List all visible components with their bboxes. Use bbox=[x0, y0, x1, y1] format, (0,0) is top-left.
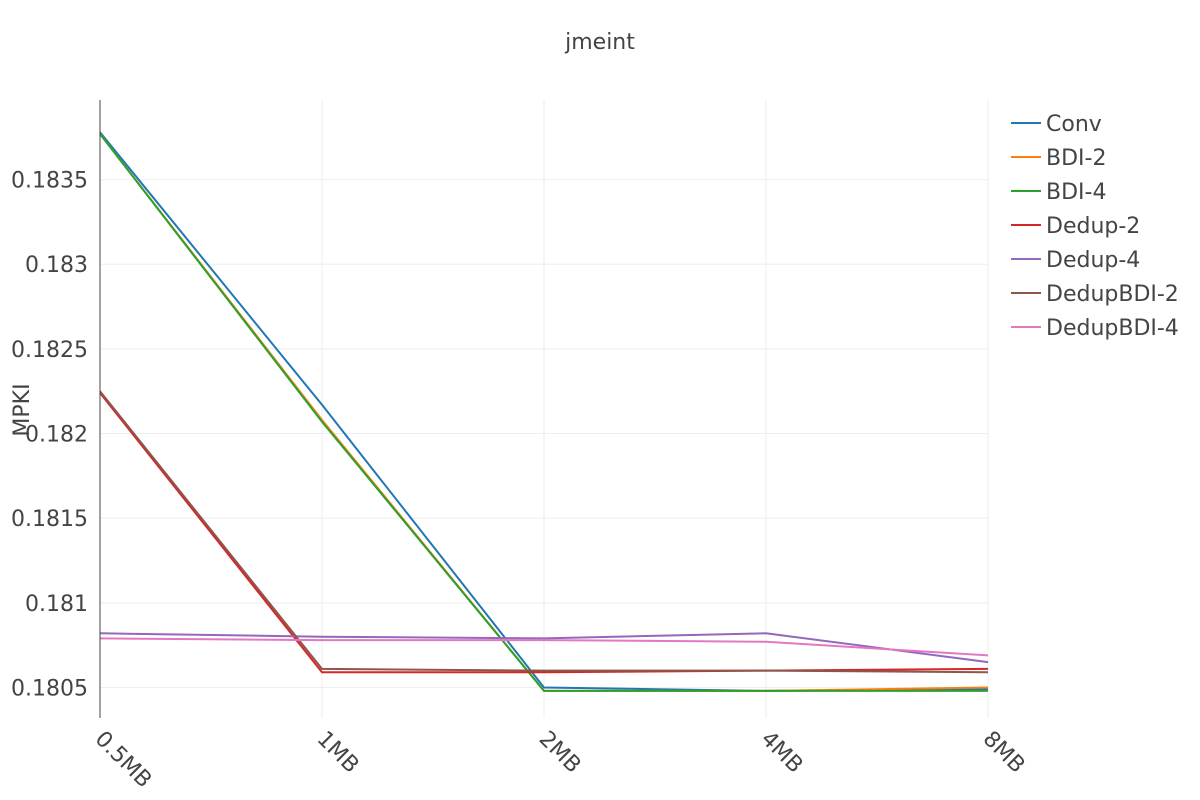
legend-label: BDI-4 bbox=[1046, 180, 1106, 205]
y-tick-label: 0.1815 bbox=[11, 507, 88, 532]
x-tick-label: 0.5MB bbox=[90, 727, 157, 794]
legend-item-dedup-2[interactable]: Dedup-2 bbox=[1011, 214, 1140, 239]
legend-label: Dedup-2 bbox=[1046, 214, 1140, 239]
x-tick-label: 8MB bbox=[978, 727, 1030, 779]
series-line-dedup-4 bbox=[99, 632, 989, 664]
y-axis-label: MPKI bbox=[10, 383, 35, 436]
x-tick-label: 4MB bbox=[756, 727, 808, 779]
legend-item-dedupbdi-2[interactable]: DedupBDI-2 bbox=[1011, 282, 1179, 307]
legend-item-conv[interactable]: Conv bbox=[1011, 112, 1102, 137]
legend-label: DedupBDI-4 bbox=[1046, 316, 1179, 341]
x-tick-label: 1MB bbox=[312, 727, 364, 779]
series-line-dedup-2 bbox=[99, 392, 989, 674]
y-tick-label: 0.1835 bbox=[11, 169, 88, 194]
legend-item-bdi-4[interactable]: BDI-4 bbox=[1011, 180, 1106, 205]
chart-title: jmeint bbox=[564, 30, 635, 55]
legend-item-dedup-4[interactable]: Dedup-4 bbox=[1011, 248, 1140, 273]
legend-label: Conv bbox=[1046, 112, 1102, 137]
x-tick-labels: 0.5MB 1MB 2MB 4MB 8MB bbox=[90, 727, 1030, 794]
y-tick-labels: 0.1805 0.181 0.1815 0.182 0.1825 0.183 0.1835 bbox=[11, 169, 88, 702]
legend-label: Dedup-4 bbox=[1046, 248, 1140, 273]
y-tick-label: 0.182 bbox=[25, 423, 88, 448]
y-tick-label: 0.183 bbox=[25, 253, 88, 278]
legend-item-bdi-2[interactable]: BDI-2 bbox=[1011, 146, 1106, 171]
series-lines bbox=[99, 131, 989, 692]
series-line-bdi-4 bbox=[99, 133, 988, 692]
legend-label: DedupBDI-2 bbox=[1046, 282, 1179, 307]
y-tick-label: 0.1805 bbox=[11, 677, 88, 702]
legend-item-dedupbdi-4[interactable]: DedupBDI-4 bbox=[1011, 316, 1179, 341]
legend-label: BDI-2 bbox=[1046, 146, 1106, 171]
y-tick-label: 0.181 bbox=[25, 592, 88, 617]
x-tick-label: 2MB bbox=[534, 727, 586, 779]
grid-lines bbox=[100, 100, 989, 718]
legend[interactable]: Conv BDI-2 BDI-4 Dedup-2 Dedup-4 DedupBDI-2 De… bbox=[1011, 112, 1179, 341]
series-line-dedupbdi-4 bbox=[99, 637, 989, 657]
y-tick-label: 0.1825 bbox=[11, 338, 88, 363]
series-line-dedupbdi-2 bbox=[99, 390, 989, 674]
